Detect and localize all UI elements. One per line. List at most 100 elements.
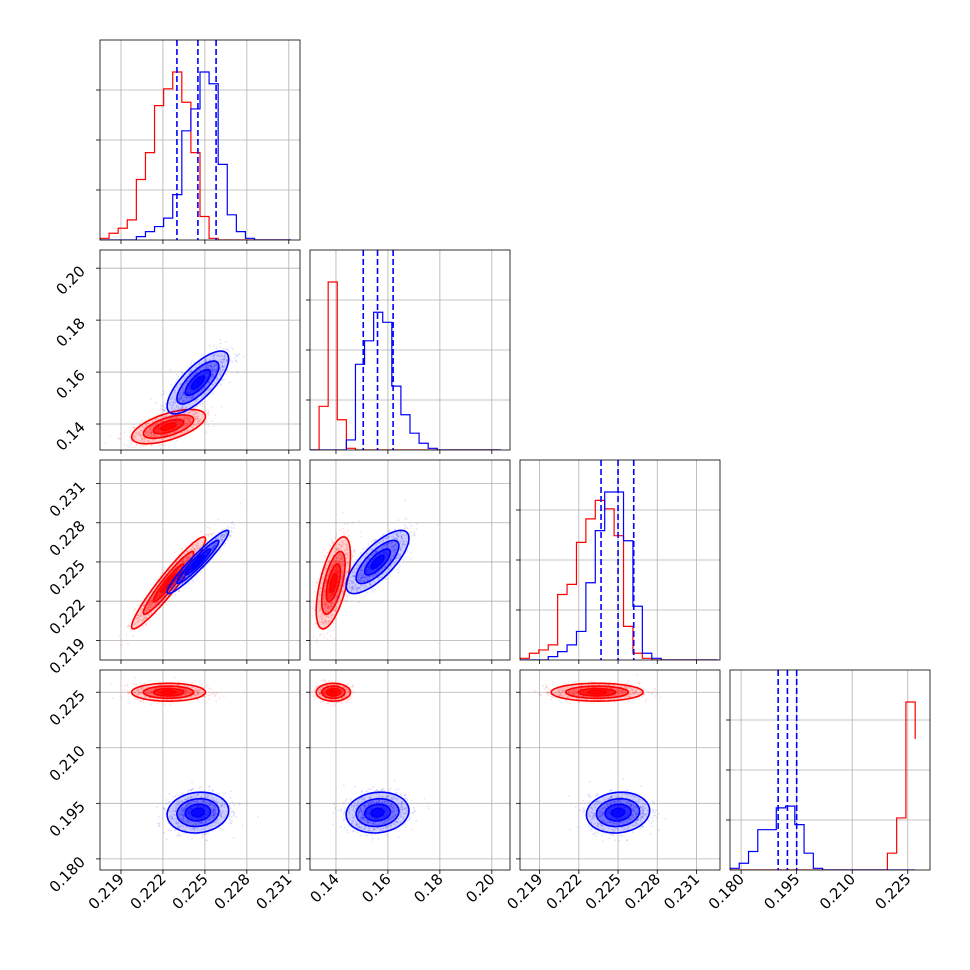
- sample-point-blue: [181, 574, 184, 577]
- sample-point-red: [204, 410, 206, 413]
- sample-point-red: [141, 607, 143, 610]
- sample-point-red: [163, 434, 166, 437]
- sample-point-blue: [223, 378, 226, 381]
- sample-point-red: [145, 608, 147, 611]
- sample-point-red: [188, 556, 191, 559]
- sample-point-blue: [170, 398, 173, 401]
- sample-point-red: [139, 614, 142, 617]
- sample-point-red: [144, 441, 147, 443]
- sample-point-blue: [182, 576, 185, 578]
- sample-point-red: [183, 560, 186, 563]
- sample-point-red: [140, 433, 142, 436]
- sample-point-red: [145, 430, 148, 433]
- sample-point-blue: [226, 347, 229, 350]
- sample-point-red: [187, 420, 190, 422]
- sample-point-red: [185, 422, 188, 425]
- sample-point-blue: [211, 373, 214, 376]
- sample-point-red: [161, 601, 163, 604]
- sample-point-red: [201, 413, 204, 416]
- sample-point-blue: [220, 359, 223, 362]
- sample-point-red: [154, 602, 156, 605]
- sample-point-blue: [220, 373, 223, 376]
- sample-point-blue: [212, 393, 215, 396]
- sample-point-red: [201, 403, 204, 406]
- sample-point-blue: [174, 397, 177, 399]
- sample-point-blue: [202, 388, 204, 390]
- sample-point-blue: [181, 576, 184, 579]
- sample-point-red: [146, 607, 149, 610]
- sample-point-red: [335, 532, 337, 534]
- sample-point-blue: [169, 401, 171, 404]
- sample-point-red: [156, 601, 159, 604]
- sample-point-red: [192, 413, 195, 415]
- sample-point-red: [170, 414, 173, 416]
- sample-point-blue: [167, 403, 170, 405]
- sample-point-blue: [201, 396, 204, 398]
- sample-point-red: [180, 416, 183, 419]
- scatter-3-2: [310, 499, 418, 644]
- sample-point-blue: [214, 364, 217, 367]
- sample-point-red: [128, 436, 131, 438]
- sample-point-red: [144, 430, 147, 433]
- sample-point-blue: [225, 360, 227, 363]
- sample-point-red: [184, 556, 187, 559]
- sample-point-blue: [214, 544, 217, 547]
- sample-point-red: [123, 443, 125, 446]
- sample-point-red: [159, 416, 162, 418]
- sample-point-red: [208, 410, 210, 413]
- sample-point-red: [184, 417, 187, 420]
- sample-point-red: [185, 560, 188, 563]
- sample-point-red: [190, 548, 193, 551]
- sample-point-blue: [186, 397, 188, 400]
- sample-point-blue: [178, 578, 181, 581]
- sample-point-blue: [212, 365, 215, 367]
- sample-point-red: [145, 623, 148, 626]
- sample-point-blue: [214, 371, 217, 374]
- sample-point-red: [189, 411, 191, 414]
- sample-point-blue: [229, 359, 232, 362]
- sample-point-blue: [221, 355, 224, 358]
- sample-point-blue: [205, 366, 207, 369]
- sample-point-blue: [182, 394, 184, 396]
- sample-point-blue: [174, 401, 177, 404]
- sample-point-red: [197, 419, 200, 422]
- sample-point-blue: [205, 358, 207, 361]
- sample-point-blue: [212, 368, 214, 371]
- sample-point-blue: [186, 399, 188, 402]
- sample-point-blue: [220, 361, 223, 363]
- sample-point-red: [157, 413, 159, 415]
- sample-point-blue: [207, 364, 209, 367]
- sample-point-blue: [181, 400, 184, 403]
- sample-point-blue: [210, 366, 213, 368]
- sample-point-red: [151, 420, 154, 422]
- sample-point-blue: [185, 400, 188, 403]
- sample-point-red: [148, 432, 151, 434]
- sample-point-blue: [232, 527, 235, 529]
- sample-point-red: [150, 426, 153, 429]
- sample-point-blue: [171, 396, 174, 399]
- sample-point-red: [207, 414, 210, 416]
- sample-point-blue: [206, 363, 209, 365]
- sample-point-red: [139, 446, 142, 449]
- sample-point-red: [181, 560, 184, 563]
- sample-point-red: [194, 412, 197, 415]
- sample-point-red: [118, 634, 121, 637]
- contour-red: [160, 422, 177, 431]
- sample-point-red: [142, 619, 144, 621]
- sample-point-red: [136, 433, 138, 436]
- sample-point-blue: [226, 348, 229, 351]
- sample-point-red: [153, 434, 156, 437]
- sample-point-red: [158, 422, 161, 424]
- sample-point-red: [183, 426, 186, 429]
- sample-point-blue: [213, 545, 216, 548]
- sample-point-red: [150, 431, 152, 433]
- sample-point-blue: [227, 525, 230, 528]
- hist-blue-series: [520, 491, 718, 660]
- sample-point-red: [205, 420, 208, 423]
- sample-point-red: [137, 617, 140, 620]
- sample-point-blue: [224, 373, 227, 376]
- sample-point-red: [154, 602, 157, 604]
- sample-point-red: [174, 434, 177, 437]
- sample-point-red: [186, 429, 189, 432]
- histogram-3: [520, 460, 718, 660]
